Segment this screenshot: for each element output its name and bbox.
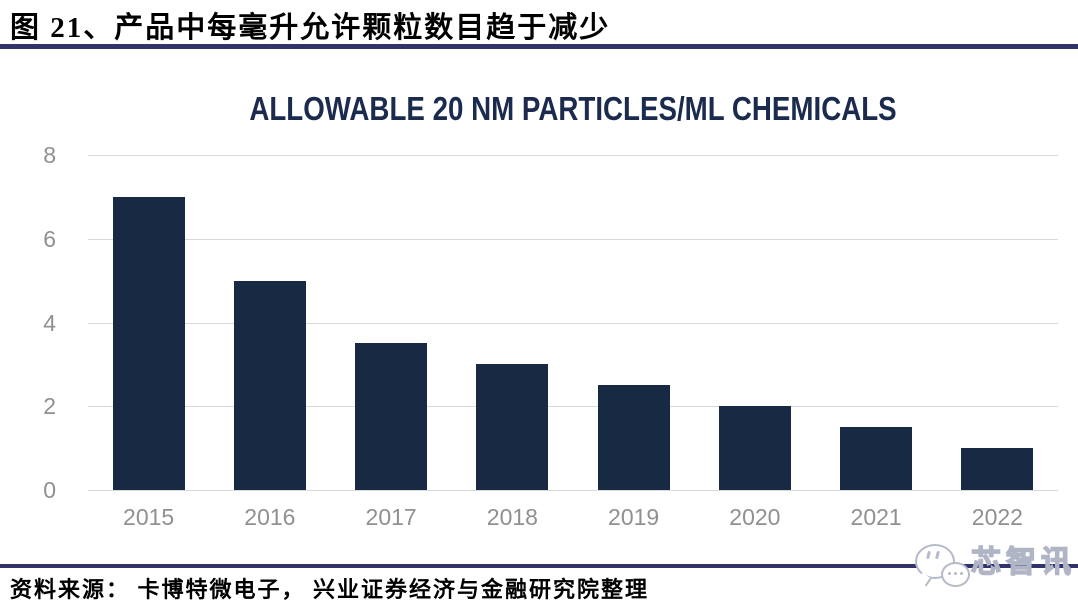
x-tick-label: 2020	[694, 504, 815, 531]
bar	[234, 281, 306, 490]
chart-title: ALLOWABLE 20 NM PARTICLES/ML CHEMICALS	[166, 90, 981, 128]
bar	[840, 427, 912, 490]
bar	[719, 406, 791, 490]
x-tick-label: 2016	[209, 504, 330, 531]
bar	[598, 385, 670, 490]
bar	[476, 364, 548, 490]
gridline	[88, 239, 1058, 240]
x-tick-label: 2019	[573, 504, 694, 531]
bar	[961, 448, 1033, 490]
watermark: 芯智讯	[905, 540, 1078, 596]
y-tick-label: 0	[26, 476, 56, 504]
x-tick-label: 2022	[937, 504, 1058, 531]
gridline	[88, 490, 1058, 491]
bubble-dot-icon	[948, 572, 951, 575]
x-tick-label: 2021	[816, 504, 937, 531]
x-tick-label: 2015	[88, 504, 209, 531]
x-tick-label: 2018	[452, 504, 573, 531]
y-tick-label: 6	[26, 225, 56, 253]
bubble-eye-icon	[926, 551, 931, 559]
x-axis: 20152016201720182019202020212022	[88, 504, 1058, 536]
figure-page: { "header": { "title": "图 21、产品中每毫升允许颗粒数…	[0, 0, 1078, 613]
y-tick-label: 2	[26, 392, 56, 420]
gridline	[88, 155, 1058, 156]
bubble-eye-icon	[935, 551, 940, 559]
y-tick-label: 4	[26, 309, 56, 337]
source-note: 资料来源： 卡博特微电子， 兴业证券经济与金融研究院整理	[10, 572, 649, 604]
bar	[355, 343, 427, 490]
bubble-dot-icon	[960, 572, 963, 575]
bubble-dot-icon	[954, 572, 957, 575]
y-axis: 02468	[26, 155, 70, 490]
y-tick-label: 8	[26, 141, 56, 169]
top-divider-line	[0, 44, 1078, 49]
bar	[113, 197, 185, 490]
watermark-text: 芯智讯	[971, 548, 1076, 578]
figure-caption: 图 21、产品中每毫升允许颗粒数目趋于减少	[10, 4, 610, 46]
plot-area	[88, 155, 1058, 490]
chat-bubble-small-icon	[941, 562, 970, 587]
x-tick-label: 2017	[331, 504, 452, 531]
